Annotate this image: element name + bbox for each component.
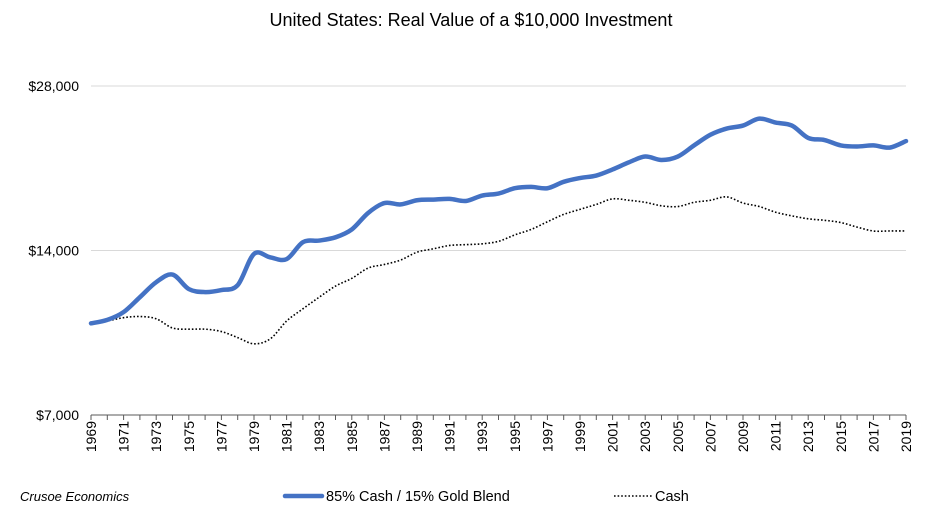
legend-label-blend: 85% Cash / 15% Gold Blend <box>326 489 510 505</box>
y-tick-label: $28,000 <box>28 78 79 94</box>
chart-title: United States: Real Value of a $10,000 I… <box>270 10 673 30</box>
x-tick-label: 1983 <box>311 421 327 452</box>
x-tick-label: 2017 <box>865 421 881 452</box>
x-tick-label: 1995 <box>507 421 523 452</box>
x-tick-label: 1985 <box>344 421 360 452</box>
x-tick-label: 1973 <box>148 421 164 452</box>
x-tick-label: 2005 <box>670 421 686 452</box>
series-line-cash <box>90 196 906 345</box>
legend: 85% Cash / 15% Gold Blend Cash <box>282 489 689 505</box>
x-tick-label: 2007 <box>702 421 718 452</box>
x-tick-label: 2001 <box>605 421 621 452</box>
x-tick-label: 2019 <box>898 421 914 452</box>
x-tick-label: 1981 <box>279 421 295 452</box>
credit-label: Crusoe Economics <box>20 489 130 504</box>
x-tick-label: 1979 <box>246 421 262 452</box>
x-tick-label: 1987 <box>376 421 392 452</box>
y-tick-label: $14,000 <box>28 243 79 259</box>
x-tick-label: 1993 <box>474 421 490 452</box>
x-tick-label: 1999 <box>572 421 588 452</box>
x-tick-label: 1991 <box>442 421 458 452</box>
x-tick-label: 2003 <box>637 421 653 452</box>
y-tick-label: $7,000 <box>36 407 79 423</box>
x-tick-label: 2009 <box>735 421 751 452</box>
x-tick-label: 2011 <box>768 421 784 451</box>
x-tick-label: 1969 <box>83 421 99 452</box>
legend-label-cash: Cash <box>655 489 689 505</box>
x-tick-label: 1997 <box>539 421 555 452</box>
series-lines <box>88 116 909 345</box>
x-tick-label: 1989 <box>409 421 425 452</box>
axes: $7,000 $14,000 $28,000 1969 1971 1973 1975 1977… <box>28 78 914 452</box>
x-tick-label: 2013 <box>800 421 816 452</box>
series-line-blend <box>88 116 909 326</box>
gridlines <box>91 85 906 251</box>
x-tick-label: 2015 <box>833 421 849 452</box>
x-tick-label: 1975 <box>181 421 197 452</box>
x-tick-label: 1977 <box>213 421 229 452</box>
x-tick-label: 1971 <box>116 421 132 452</box>
